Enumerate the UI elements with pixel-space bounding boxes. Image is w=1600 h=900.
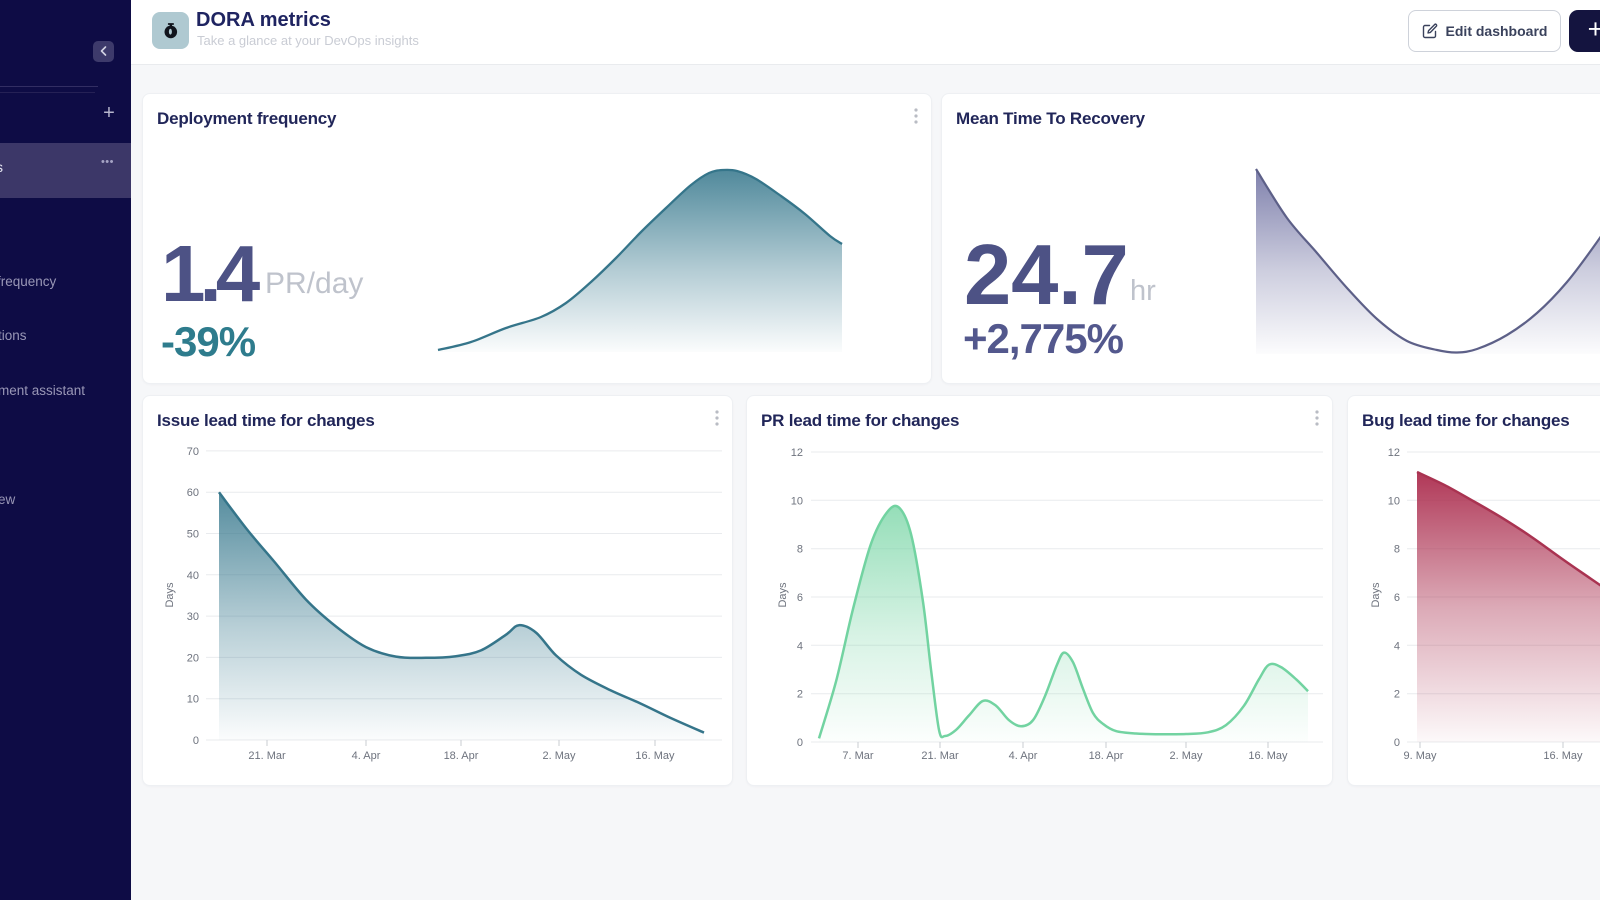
svg-text:50: 50 bbox=[187, 529, 199, 541]
svg-text:60: 60 bbox=[187, 487, 199, 499]
svg-text:Days: Days bbox=[1370, 582, 1382, 608]
svg-text:4: 4 bbox=[797, 640, 803, 652]
svg-text:4. Apr: 4. Apr bbox=[352, 750, 381, 762]
svg-text:20: 20 bbox=[187, 652, 199, 664]
svg-text:21. Mar: 21. Mar bbox=[248, 750, 286, 762]
svg-text:16. May: 16. May bbox=[1543, 750, 1583, 762]
svg-text:0: 0 bbox=[1394, 737, 1400, 749]
svg-text:Days: Days bbox=[164, 582, 176, 608]
svg-text:16. May: 16. May bbox=[635, 750, 675, 762]
svg-text:10: 10 bbox=[187, 694, 199, 706]
svg-text:4: 4 bbox=[1394, 640, 1400, 652]
svg-text:10: 10 bbox=[791, 495, 803, 507]
svg-text:2. May: 2. May bbox=[1169, 750, 1203, 762]
svg-text:18. Apr: 18. Apr bbox=[444, 750, 479, 762]
svg-text:0: 0 bbox=[797, 737, 803, 749]
svg-text:18. Apr: 18. Apr bbox=[1089, 750, 1124, 762]
svg-text:12: 12 bbox=[1388, 447, 1400, 459]
svg-text:8: 8 bbox=[1394, 544, 1400, 556]
svg-text:16. May: 16. May bbox=[1248, 750, 1288, 762]
svg-text:2: 2 bbox=[797, 689, 803, 701]
svg-text:4. Apr: 4. Apr bbox=[1009, 750, 1038, 762]
svg-text:21. Mar: 21. Mar bbox=[921, 750, 959, 762]
svg-text:30: 30 bbox=[187, 611, 199, 623]
svg-text:10: 10 bbox=[1388, 495, 1400, 507]
svg-text:9. May: 9. May bbox=[1403, 750, 1437, 762]
svg-text:6: 6 bbox=[1394, 592, 1400, 604]
svg-text:8: 8 bbox=[797, 544, 803, 556]
svg-text:2. May: 2. May bbox=[542, 750, 576, 762]
svg-text:12: 12 bbox=[791, 447, 803, 459]
svg-text:Days: Days bbox=[777, 582, 789, 608]
svg-text:70: 70 bbox=[187, 446, 199, 458]
svg-text:7. Mar: 7. Mar bbox=[842, 750, 874, 762]
svg-text:2: 2 bbox=[1394, 689, 1400, 701]
svg-text:40: 40 bbox=[187, 570, 199, 582]
svg-text:0: 0 bbox=[193, 735, 199, 747]
svg-text:6: 6 bbox=[797, 592, 803, 604]
